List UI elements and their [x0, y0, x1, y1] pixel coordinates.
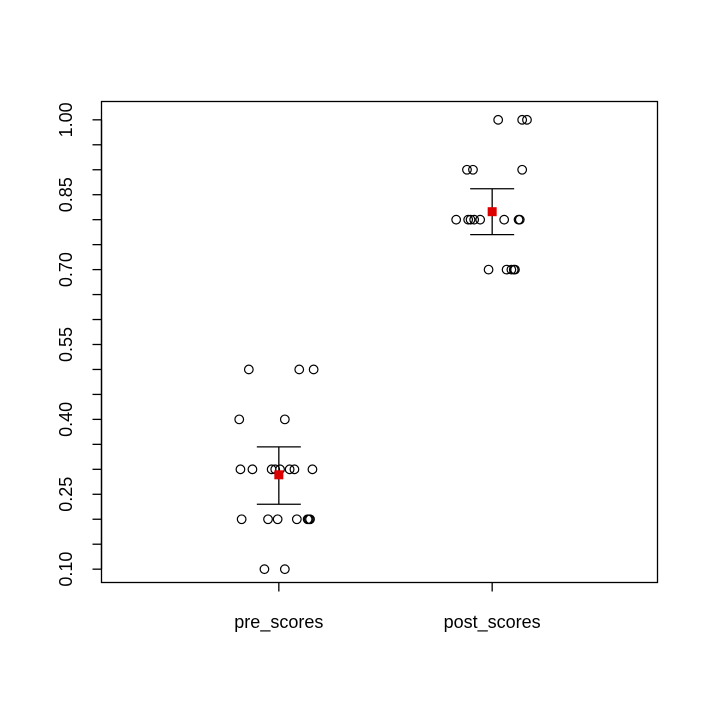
data-point — [279, 414, 290, 425]
data-point — [305, 514, 315, 525]
data-point — [243, 364, 254, 375]
data-point — [247, 464, 258, 475]
data-point — [284, 464, 295, 475]
data-point — [263, 514, 273, 525]
data-points — [234, 114, 532, 575]
data-point — [475, 214, 486, 225]
x-axis: pre_scores post_scores — [234, 582, 541, 633]
data-point — [493, 114, 504, 125]
data-point — [235, 464, 246, 475]
data-point — [510, 264, 520, 275]
data-point — [483, 264, 494, 275]
data-point — [289, 464, 300, 475]
mean-marker — [487, 207, 497, 217]
data-point — [272, 514, 283, 525]
data-point — [307, 464, 318, 475]
data-point — [291, 514, 302, 525]
data-point — [308, 364, 319, 375]
data-point — [451, 214, 462, 225]
data-point — [517, 114, 528, 125]
data-point — [468, 164, 478, 175]
y-tick-label: 0.10 — [56, 552, 76, 587]
y-tick-label: 1.00 — [56, 102, 76, 137]
y-tick-label: 0.55 — [56, 327, 76, 362]
y-tick-label: 0.40 — [56, 402, 76, 437]
data-point — [517, 164, 528, 175]
data-point — [294, 364, 305, 375]
data-point — [514, 214, 525, 225]
data-point — [465, 214, 476, 225]
data-point — [259, 564, 270, 575]
data-point — [279, 564, 290, 575]
data-point — [234, 414, 245, 425]
y-axis: 0.10 0.25 0.40 0.55 0.70 0.85 1.00 — [56, 102, 103, 587]
data-point — [522, 114, 532, 125]
y-tick-label: 0.25 — [56, 477, 76, 512]
data-point — [499, 214, 510, 225]
y-tick-label: 0.85 — [56, 177, 76, 212]
y-tick-label: 0.70 — [56, 252, 76, 287]
x-category-label: pre_scores — [234, 612, 323, 633]
data-point — [506, 264, 517, 275]
data-point — [236, 514, 247, 525]
plot-frame — [100, 100, 659, 584]
data-point — [469, 214, 480, 225]
x-category-label: post_scores — [444, 612, 541, 633]
data-point — [462, 164, 472, 175]
mean-markers — [256, 188, 515, 505]
data-point — [463, 214, 474, 225]
mean-marker — [274, 470, 284, 480]
